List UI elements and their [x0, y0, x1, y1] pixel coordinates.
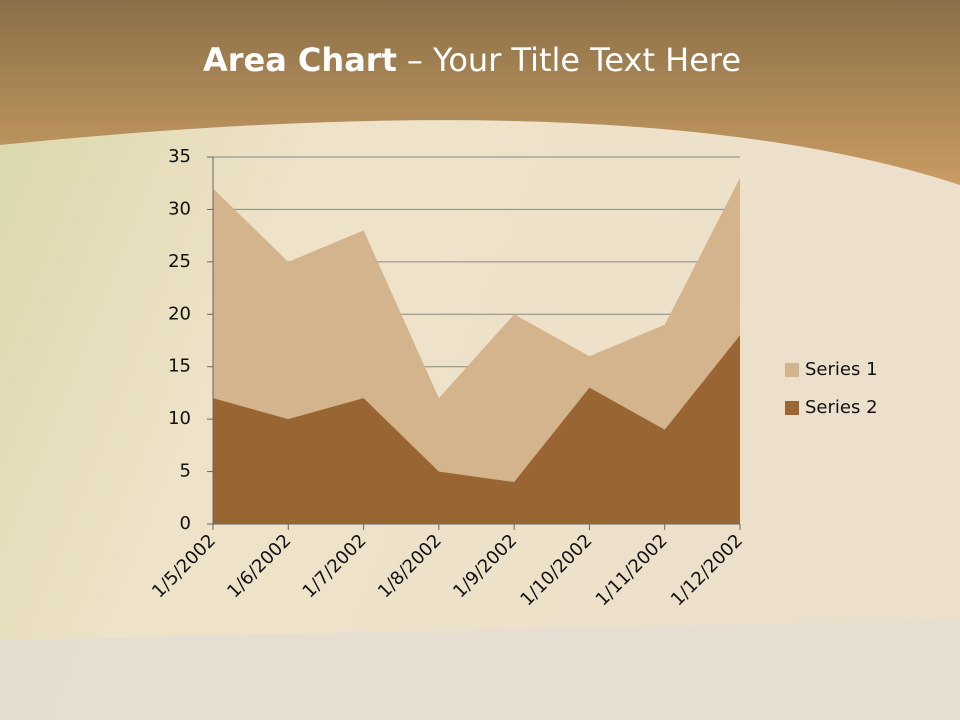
- title-bold: Area Chart: [203, 41, 397, 79]
- legend-label: Series 2: [805, 397, 878, 418]
- title-rest: – Your Title Text Here: [407, 41, 741, 79]
- legend-swatch: [785, 363, 799, 377]
- y-tick-label: 30: [168, 198, 191, 219]
- header-band: [0, 0, 960, 185]
- area: [213, 335, 740, 524]
- slide-title: Area Chart – Your Title Text Here: [203, 41, 741, 79]
- y-tick-label: 35: [168, 146, 191, 167]
- y-tick-label: 20: [168, 303, 191, 324]
- y-tick-label: 10: [168, 408, 191, 429]
- y-tick-label: 15: [168, 356, 191, 377]
- y-tick-label: 25: [168, 251, 191, 272]
- legend-swatch: [785, 401, 799, 415]
- y-tick-label: 5: [180, 461, 191, 482]
- legend-label: Series 1: [805, 359, 878, 380]
- book-shape: [0, 620, 960, 720]
- y-tick-label: 0: [180, 513, 191, 534]
